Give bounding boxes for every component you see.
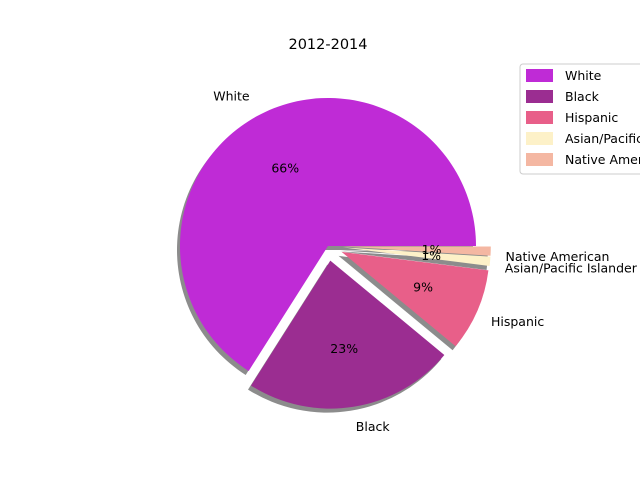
slice-label-black: Black xyxy=(356,419,391,434)
legend-swatch-hispanic xyxy=(526,111,553,124)
legend-swatch-native-american xyxy=(526,153,553,166)
slice-label-hispanic: Hispanic xyxy=(491,314,544,329)
slice-hispanic xyxy=(341,251,489,347)
slice-native-american xyxy=(342,246,491,256)
legend-swatch-asian-pacific-islander xyxy=(526,132,553,145)
legend: White Black Hispanic Asian/Pacific Islander… xyxy=(519,63,640,175)
legend-label-hispanic: Hispanic xyxy=(565,110,618,125)
slice-percent-black: 23% xyxy=(330,341,358,356)
slice-asian-pacific-islander xyxy=(342,247,491,266)
legend-swatch-black xyxy=(526,90,553,103)
slice-shadow-asian-pacific-islander xyxy=(339,251,488,270)
slice-white xyxy=(179,98,476,371)
legend-swatch-white xyxy=(526,69,553,82)
legend-label-asian-pacific-islander: Asian/Pacific Islander xyxy=(565,131,640,146)
legend-label-black: Black xyxy=(565,89,600,104)
slice-label-white: White xyxy=(213,88,250,103)
slice-black xyxy=(251,260,445,409)
slice-percent-asian-pacific-islander: 1% xyxy=(421,248,441,263)
legend-label-native-american: Native American xyxy=(565,152,640,167)
slice-labels: White 66% Black 23% Hispanic 9% Asian/Pacific … xyxy=(213,88,638,434)
slice-percent-native-american: 1% xyxy=(422,242,442,257)
legend-label-white: White xyxy=(565,68,602,83)
slice-percent-white: 66% xyxy=(271,161,299,176)
slices xyxy=(179,98,491,409)
slice-label-native-american: Native American xyxy=(506,249,610,264)
chart-title: 2012-2014 xyxy=(288,37,367,53)
slice-label-asian-pacific-islander: Asian/Pacific Islander xyxy=(505,260,638,275)
slice-percent-hispanic: 9% xyxy=(413,280,433,295)
